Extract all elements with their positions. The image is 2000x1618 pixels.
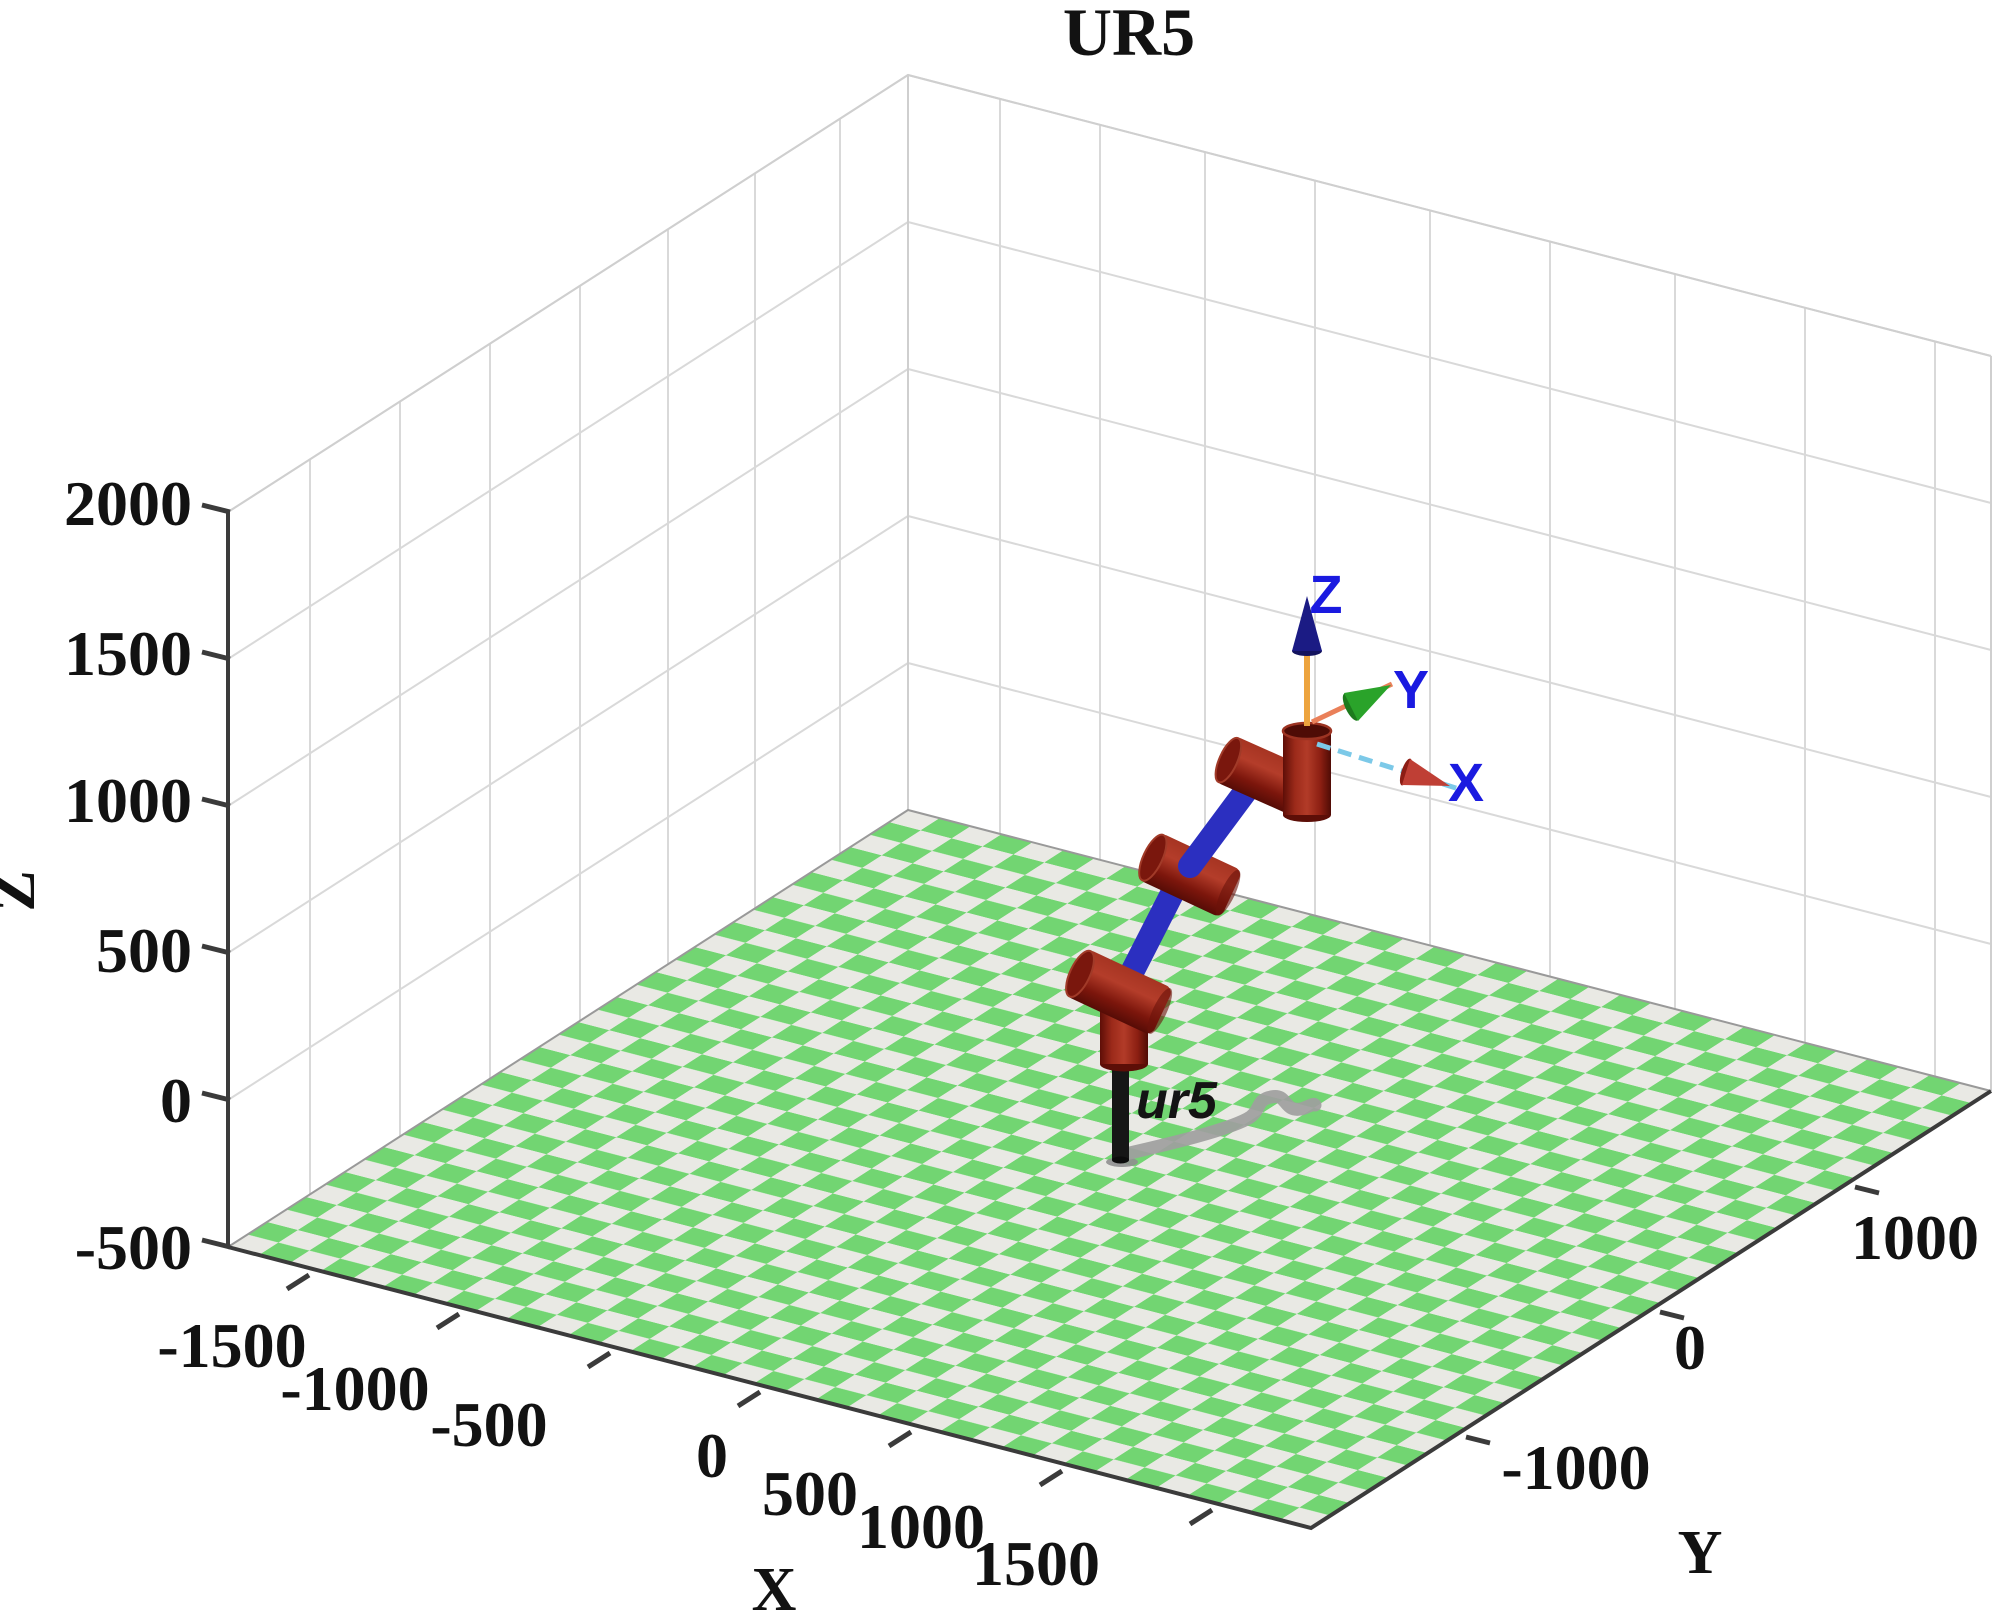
frame-x-label: X (1448, 753, 1484, 813)
right-wall-grid (907, 74, 1992, 1077)
z-tick-label: 1000 (64, 765, 192, 836)
y-axis-ticks (1465, 1184, 1880, 1446)
end-effector-frame: Z Y X (1292, 565, 1484, 813)
x-tick-label: -1000 (280, 1353, 429, 1424)
y-tick-labels: 1000 0 -1000 (1501, 1202, 1979, 1503)
x-tick-label: 1000 (857, 1491, 985, 1562)
plot-title: UR5 (1063, 0, 1195, 70)
z-tick-label: 0 (160, 1065, 192, 1136)
frame-x-stem (1316, 741, 1463, 793)
base-pedestal-rod (1112, 1050, 1129, 1164)
y-tick-label: -1000 (1501, 1432, 1650, 1503)
z-tick-label: -500 (75, 1212, 192, 1283)
frame-y-label: Y (1393, 660, 1429, 720)
y-axis-label: Y (1678, 1519, 1723, 1587)
box-light-edges (227, 73, 1992, 1091)
x-tick-label: -1500 (157, 1310, 306, 1381)
z-tick-label: 500 (96, 915, 192, 986)
z-tick-labels: 2000 1500 1000 500 0 -500 (64, 468, 192, 1283)
robot-arm (1065, 721, 1333, 1164)
checkerboard-floor (227, 808, 1992, 1528)
y-tick-label: 1000 (1851, 1202, 1979, 1273)
frame-y-arrowhead (1342, 685, 1391, 721)
x-tick-label: 0 (696, 1420, 728, 1491)
z-tick-label: 2000 (64, 468, 192, 539)
frame-z-label: Z (1310, 565, 1343, 625)
x-tick-label: 1500 (972, 1528, 1100, 1599)
z-tick-label: 1500 (64, 618, 192, 689)
x-tick-labels: -1500 -1000 -500 0 500 1000 1500 (157, 1310, 1100, 1599)
z-axis-label: Z (0, 870, 48, 911)
tool-mount-cylinder (1281, 721, 1333, 822)
forearm-link (1178, 776, 1260, 878)
frame-x-arrowhead (1399, 758, 1450, 786)
x-tick-label: 500 (762, 1458, 858, 1529)
robot-name-label: ur5 (1136, 1072, 1218, 1130)
x-axis-ticks (285, 1272, 1214, 1527)
axis-edges (226, 512, 1993, 1531)
x-tick-label: -500 (430, 1389, 547, 1460)
shoulder-joint-cylinder (1065, 949, 1173, 1034)
y-tick-label: 0 (1674, 1312, 1706, 1383)
x-axis-label: X (752, 1556, 797, 1618)
z-axis-ticks (201, 502, 231, 1250)
frame-z-arrowhead (1292, 596, 1322, 656)
